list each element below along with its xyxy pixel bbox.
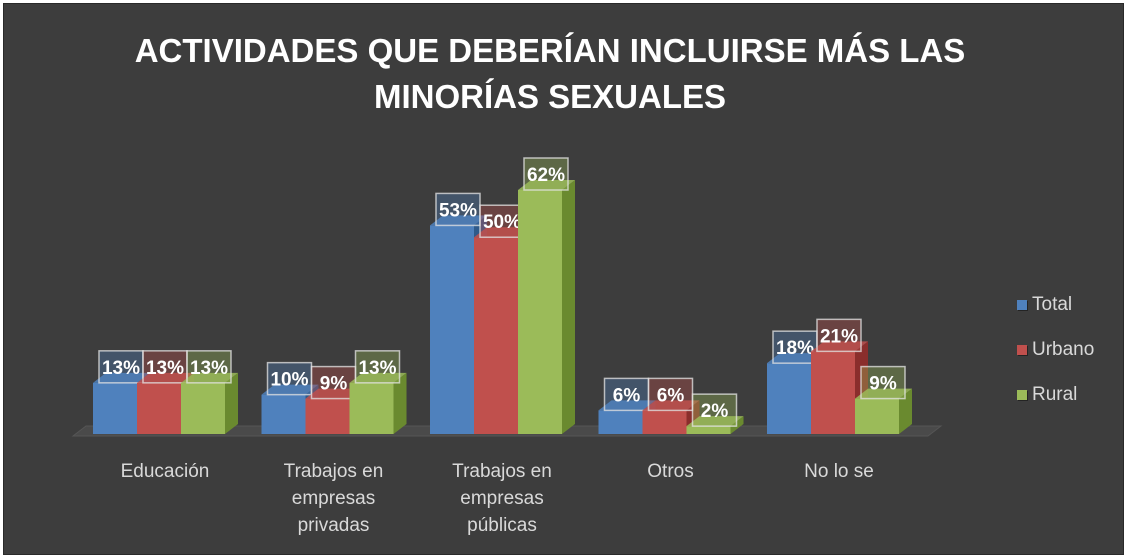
bar-side-trabajos-en-empresas-publicas-rural bbox=[562, 180, 575, 434]
legend-label-total: Total bbox=[1032, 293, 1073, 315]
bar-trabajos-en-empresas-publicas-urbano bbox=[474, 237, 518, 434]
data-label-educacion-rural: 13% bbox=[190, 358, 228, 379]
data-label-box-trabajos-en-empresas-publicas-urbano bbox=[479, 204, 525, 238]
category-label-trabajos-en-empresas-privadas-line-1: Trabajos en bbox=[284, 461, 384, 482]
data-label-no-lo-se-rural: 9% bbox=[869, 374, 897, 395]
bar-no-lo-se-total bbox=[767, 363, 811, 434]
bar-educacion-urbano bbox=[137, 382, 181, 434]
legend-label-rural: Rural bbox=[1032, 383, 1078, 405]
data-label-box-trabajos-en-empresas-publicas-rural bbox=[523, 157, 569, 191]
category-label-trabajos-en-empresas-publicas-line-3: públicas bbox=[467, 515, 537, 536]
data-label-box-educacion-total bbox=[98, 350, 144, 384]
bar-trabajos-en-empresas-privadas-urbano bbox=[305, 398, 350, 434]
data-label-box-trabajos-en-empresas-publicas-total bbox=[435, 192, 481, 227]
bar-side-no-lo-se-rural bbox=[899, 388, 912, 434]
data-label-box-no-lo-se-rural bbox=[860, 365, 906, 400]
data-label-box-otros-rural bbox=[691, 393, 738, 427]
bar-top-otros-rural bbox=[686, 416, 744, 427]
bar-trabajos-en-empresas-publicas-rural bbox=[518, 190, 562, 434]
data-label-otros-rural: 2% bbox=[701, 401, 729, 422]
data-label-box-educacion-urbano bbox=[142, 350, 188, 384]
legend-item-rural: Rural bbox=[1017, 372, 1094, 417]
bar-top-trabajos-en-empresas-privadas-rural bbox=[349, 372, 407, 383]
category-label-trabajos-en-empresas-publicas-line-2: empresas bbox=[460, 488, 543, 509]
data-label-trabajos-en-empresas-privadas-rural: 13% bbox=[358, 358, 396, 379]
category-label-educacion: Educación bbox=[121, 461, 210, 482]
legend: Total Urbano Rural bbox=[1017, 282, 1094, 417]
bar-trabajos-en-empresas-publicas-total bbox=[430, 225, 474, 434]
chart-title-line-1: ACTIVIDADES QUE DEBERÍAN INCLUIRSE MÁS L… bbox=[134, 32, 966, 69]
data-label-trabajos-en-empresas-publicas-rural: 62% bbox=[527, 165, 565, 186]
bar-otros-total bbox=[598, 410, 643, 434]
bar-top-trabajos-en-empresas-publicas-urbano bbox=[474, 227, 531, 238]
bar-top-no-lo-se-total bbox=[767, 353, 824, 364]
category-label-trabajos-en-empresas-privadas-line-2: empresas bbox=[292, 488, 375, 509]
category-label-trabajos-en-empresas-publicas-line-1: Trabajos en bbox=[452, 461, 552, 482]
bar-top-educacion-urbano bbox=[137, 372, 194, 383]
bar-top-trabajos-en-empresas-publicas-rural bbox=[518, 180, 575, 190]
data-label-box-educacion-rural bbox=[186, 350, 232, 384]
bar-otros-urbano bbox=[642, 410, 687, 434]
bar-educacion-rural bbox=[181, 382, 225, 434]
category-label-trabajos-en-empresas-privadas-line-3: privadas bbox=[298, 515, 370, 536]
data-label-educacion-urbano: 13% bbox=[146, 358, 184, 379]
bar-no-lo-se-rural bbox=[855, 398, 899, 434]
bar-otros-rural bbox=[686, 426, 731, 434]
data-label-no-lo-se-urbano: 21% bbox=[820, 326, 858, 347]
bar-top-otros-urbano bbox=[642, 400, 700, 411]
bar-top-educacion-total bbox=[93, 372, 150, 383]
data-label-box-trabajos-en-empresas-privadas-rural bbox=[354, 350, 401, 384]
legend-swatch-rural bbox=[1017, 389, 1027, 400]
data-label-otros-urbano: 6% bbox=[657, 385, 685, 406]
data-label-otros-total: 6% bbox=[613, 385, 641, 406]
bar-top-trabajos-en-empresas-publicas-total bbox=[430, 215, 487, 226]
bar-trabajos-en-empresas-privadas-total bbox=[261, 394, 306, 434]
legend-item-total: Total bbox=[1017, 282, 1094, 327]
bar-top-trabajos-en-empresas-privadas-total bbox=[261, 384, 319, 395]
bar-top-educacion-rural bbox=[181, 372, 238, 383]
data-label-trabajos-en-empresas-privadas-urbano: 9% bbox=[320, 374, 348, 395]
legend-swatch-total bbox=[1017, 299, 1027, 310]
data-label-trabajos-en-empresas-publicas-total: 53% bbox=[439, 200, 477, 221]
data-label-educacion-total: 13% bbox=[102, 358, 140, 379]
data-label-box-no-lo-se-urbano bbox=[816, 318, 862, 353]
category-label-otros: Otros bbox=[647, 461, 693, 482]
legend-item-urbano: Urbano bbox=[1017, 327, 1094, 372]
bar-top-no-lo-se-rural bbox=[855, 388, 912, 399]
legend-swatch-urbano bbox=[1017, 344, 1027, 355]
legend-label-urbano: Urbano bbox=[1032, 338, 1095, 360]
bar-top-otros-total bbox=[598, 400, 656, 411]
data-label-trabajos-en-empresas-privadas-total: 10% bbox=[270, 370, 308, 391]
data-label-box-otros-total bbox=[603, 377, 650, 412]
chart-title-line-2: MINORÍAS SEXUALES bbox=[373, 78, 727, 115]
bar-top-no-lo-se-urbano bbox=[811, 341, 868, 352]
bar-educacion-total bbox=[93, 382, 137, 434]
bar-side-trabajos-en-empresas-privadas-rural bbox=[393, 372, 407, 434]
data-label-no-lo-se-total: 18% bbox=[776, 338, 814, 359]
category-label-no-lo-se: No lo se bbox=[804, 461, 874, 482]
data-label-trabajos-en-empresas-publicas-urbano: 50% bbox=[483, 212, 521, 233]
bar-no-lo-se-urbano bbox=[811, 351, 855, 434]
bar-top-trabajos-en-empresas-privadas-urbano bbox=[305, 388, 363, 399]
bar-side-educacion-rural bbox=[225, 372, 238, 434]
bar-trabajos-en-empresas-privadas-rural bbox=[349, 382, 394, 434]
chart-title: ACTIVIDADES QUE DEBERÍAN INCLUIRSE MÁS L… bbox=[120, 28, 980, 120]
